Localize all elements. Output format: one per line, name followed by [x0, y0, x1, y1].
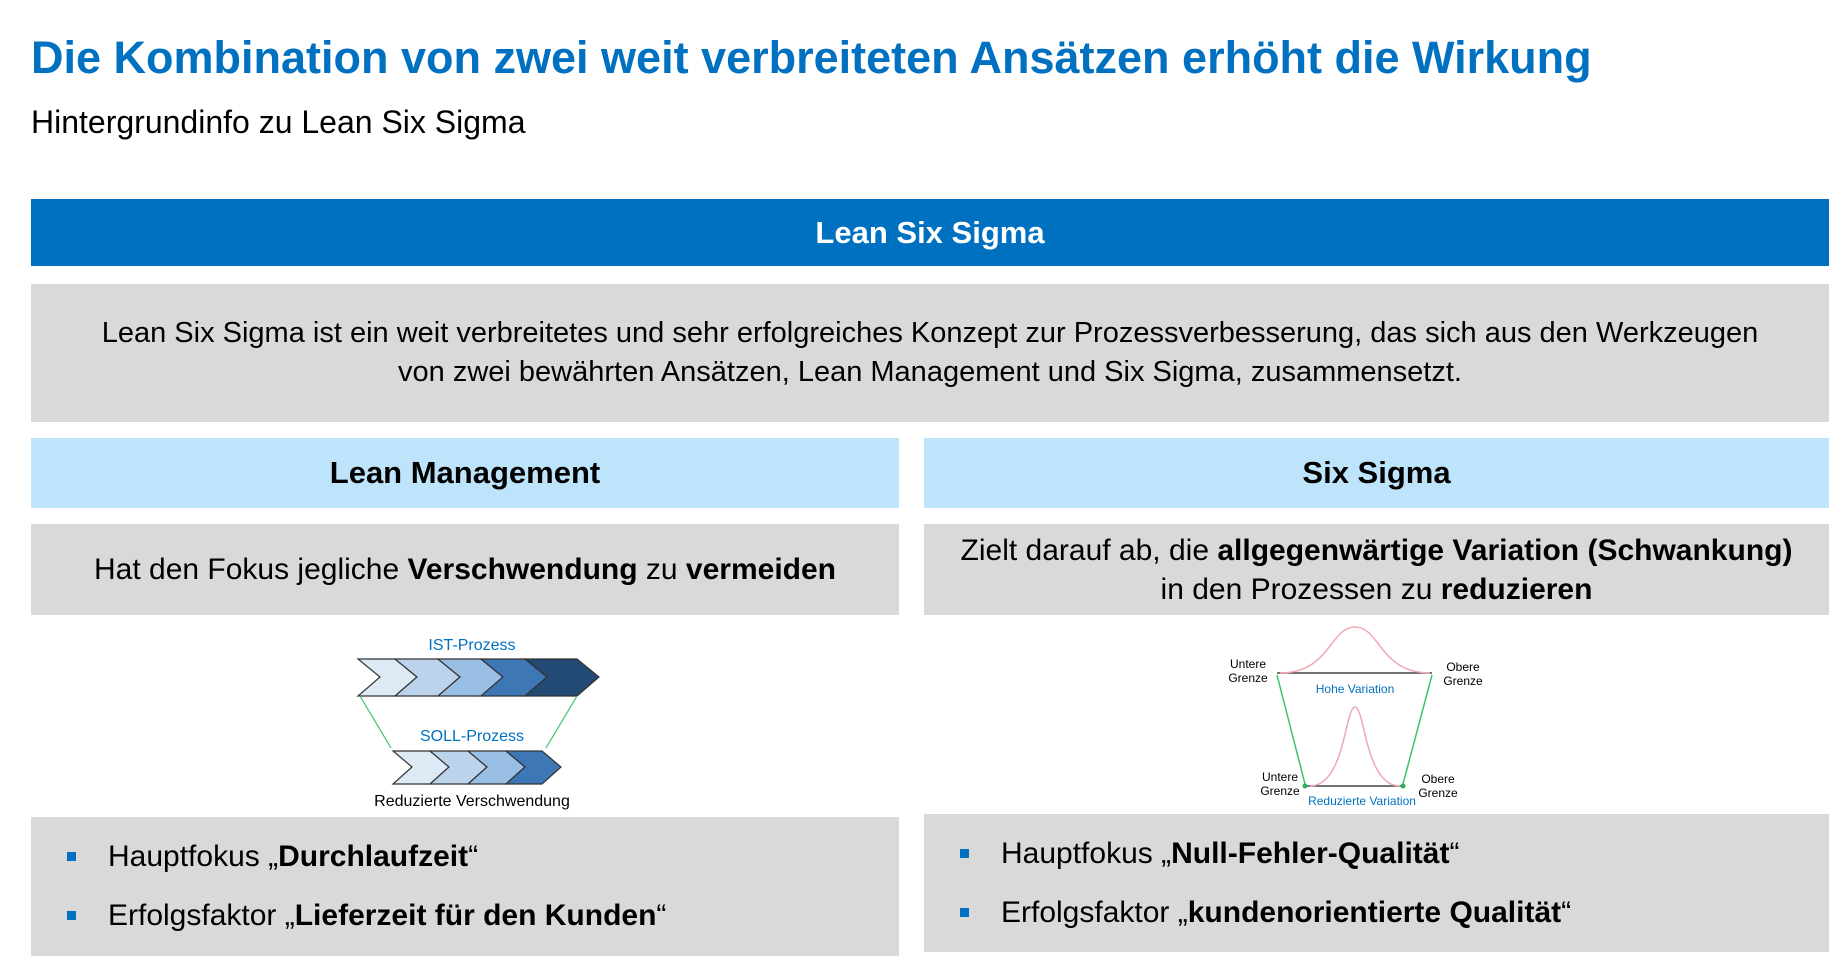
- ist-label: IST-Prozess: [428, 637, 515, 654]
- lean-caption: Reduzierte Verschwendung: [374, 793, 570, 810]
- upper-limit-label: Grenze: [1418, 786, 1458, 800]
- ist-chevrons: [356, 658, 600, 697]
- list-item: Erfolgsfaktor „ kundenorientierte Qualitä…: [960, 883, 1829, 942]
- text: kundenorientierte Qualität: [1187, 895, 1562, 929]
- bullet-icon: [67, 911, 76, 920]
- list-item: Erfolgsfaktor „ Lieferzeit für den Kunden…: [67, 886, 899, 945]
- text: zu: [637, 553, 686, 586]
- upper-limit-label: Obere: [1421, 772, 1455, 786]
- text: reduzieren: [1440, 572, 1593, 606]
- text: vermeiden: [685, 553, 836, 586]
- sigma-header: Six Sigma: [924, 438, 1829, 508]
- lower-limit-label: Untere: [1230, 657, 1266, 671]
- text: “: [468, 839, 479, 873]
- list-item: Hauptfokus „ Durchlaufzeit “: [67, 827, 899, 886]
- lean-bullets: Hauptfokus „ Durchlaufzeit “ Erfolgsfaktor…: [31, 817, 899, 956]
- lean-focus: Hat den Fokus jegliche Verschwendung zu …: [31, 524, 899, 615]
- text: allgegenwärtige Variation (Schwankung): [1217, 533, 1793, 567]
- upper-limit-label: Obere: [1446, 660, 1480, 674]
- text: Hauptfokus „: [108, 839, 279, 873]
- lower-limit-label: Untere: [1262, 770, 1298, 784]
- lower-limit-label: Grenze: [1228, 671, 1268, 685]
- soll-label: SOLL-Prozess: [420, 728, 524, 745]
- bullet-icon: [960, 908, 969, 917]
- sigma-focus: Zielt darauf ab, die allgegenwärtige Var…: [924, 524, 1829, 615]
- text: Lieferzeit für den Kunden: [294, 898, 657, 932]
- sigma-diagram: Hohe Variation Untere Grenze Obere Grenz…: [1228, 626, 1483, 808]
- upper-limit-label: Grenze: [1443, 674, 1483, 688]
- text: Hauptfokus „: [1001, 836, 1172, 870]
- soll-chevrons: [391, 750, 562, 785]
- sigma-bullets: Hauptfokus „ Null-Fehler-Qualität “ Erfolg…: [924, 814, 1829, 952]
- text: in den Prozessen zu: [1160, 572, 1441, 606]
- text: “: [1449, 836, 1460, 870]
- bullet-icon: [960, 849, 969, 858]
- banner: Lean Six Sigma: [31, 199, 1829, 266]
- text: Durchlaufzeit: [278, 839, 469, 873]
- intro-text: Lean Six Sigma ist ein weit verbreitetes…: [31, 284, 1829, 422]
- text: Null-Fehler-Qualität: [1171, 836, 1450, 870]
- lean-header: Lean Management: [31, 438, 899, 508]
- text: “: [656, 898, 667, 932]
- list-item: Hauptfokus „ Null-Fehler-Qualität “: [960, 824, 1829, 883]
- text: “: [1561, 895, 1572, 929]
- page-subtitle: Hintergrundinfo zu Lean Six Sigma: [31, 104, 526, 140]
- bullet-icon: [67, 852, 76, 861]
- text: Erfolgsfaktor „: [108, 898, 295, 932]
- reduced-variation-label: Reduzierte Variation: [1308, 794, 1416, 808]
- text: Hat den Fokus jegliche: [93, 553, 408, 586]
- lean-diagram: IST-Prozess SOLL-Prozess Reduzierte Vers…: [356, 637, 600, 810]
- text: Verschwendung: [407, 553, 638, 586]
- high-variation-label: Hohe Variation: [1316, 682, 1395, 696]
- lower-limit-label: Grenze: [1260, 784, 1300, 798]
- text: Zielt darauf ab, die: [960, 533, 1218, 567]
- text: Erfolgsfaktor „: [1001, 895, 1188, 929]
- page-title: Die Kombination von zwei weit verbreitet…: [31, 32, 1592, 83]
